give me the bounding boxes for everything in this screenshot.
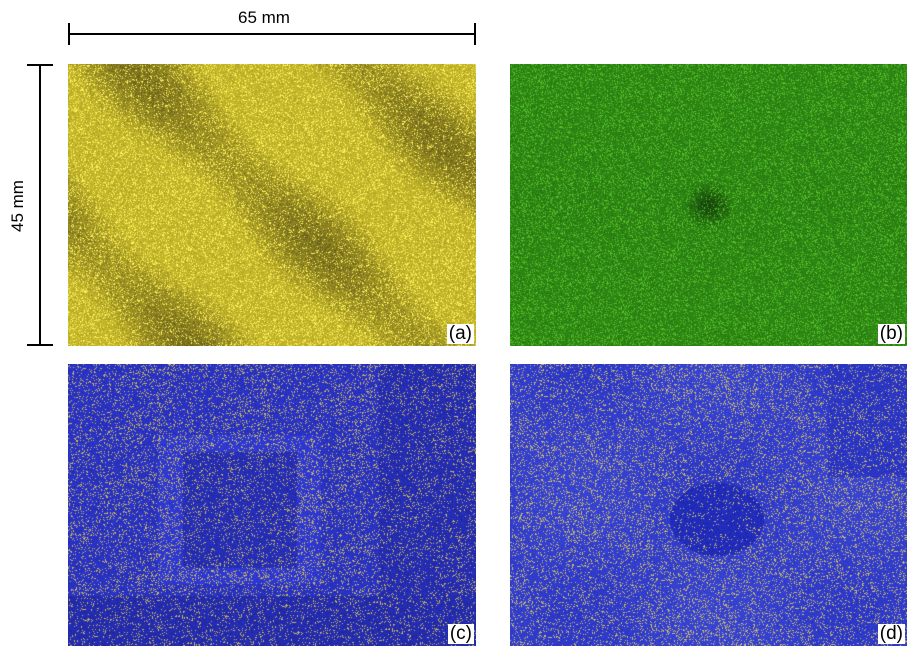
horizontal-scale-label: 65 mm (238, 8, 290, 27)
image-panel-d: (d) (510, 364, 907, 646)
vertical-scale-tick-bottom (27, 344, 53, 346)
image-panel-a: (a) (68, 64, 476, 346)
image-panel-b: (b) (510, 64, 907, 346)
panel-d-image (510, 364, 907, 646)
horizontal-scale-tick-left (68, 23, 70, 45)
vertical-scale-tick-top (27, 64, 53, 66)
horizontal-scale-tick-right (474, 23, 476, 45)
vertical-scale-bar (39, 64, 41, 346)
panel-b-image (510, 64, 907, 346)
panel-label-c: (c) (447, 623, 474, 644)
panel-a-image (68, 64, 476, 346)
vertical-scale-label: 45 mm (7, 180, 27, 232)
panel-c-image (68, 364, 476, 646)
horizontal-scale-bar (68, 33, 476, 35)
panel-label-a: (a) (446, 323, 474, 344)
panel-label-b: (b) (877, 323, 905, 344)
panel-label-d: (d) (877, 623, 905, 644)
image-panel-c: (c) (68, 364, 476, 646)
